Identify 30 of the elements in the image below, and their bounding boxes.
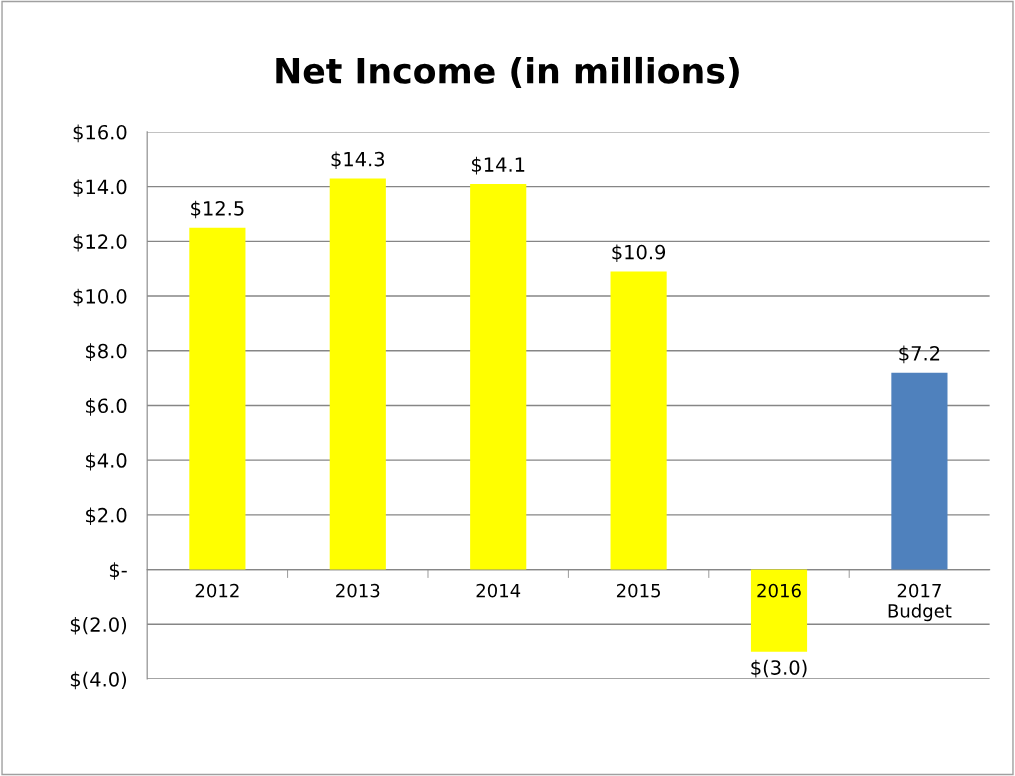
data-label: $12.5 (191, 200, 244, 219)
chart-title: Net Income (in millions) (276, 56, 739, 88)
bar (470, 183, 527, 570)
x-tick-label: 2014 (476, 583, 521, 598)
data-label: $7.2 (899, 345, 940, 364)
y-tick-label: $2.0 (86, 507, 127, 526)
x-tick-label: 2012 (195, 583, 239, 598)
bar (610, 271, 667, 570)
bar (329, 178, 386, 570)
y-tick-label: $14.0 (73, 179, 127, 197)
x-tick-label: 2013 (336, 583, 380, 598)
x-tick-label: 2016 (757, 583, 801, 598)
y-tick-label: $8.0 (86, 343, 127, 361)
data-label: $10.9 (612, 244, 666, 263)
data-label: $14.3 (331, 151, 385, 170)
y-tick-label: $10.0 (73, 288, 127, 307)
y-tick-label: $12.0 (73, 233, 127, 252)
bar (189, 227, 246, 570)
y-tick-label: $(2.0) (70, 616, 127, 635)
data-label: $(3.0) (751, 659, 807, 678)
data-label: $14.1 (471, 156, 525, 175)
y-tick-label: $4.0 (86, 452, 127, 471)
y-tick-label: $6.0 (86, 398, 127, 416)
x-tick-label: 2015 (616, 583, 660, 598)
x-tick-label: 2017 Budget (888, 583, 952, 622)
bar (891, 372, 948, 570)
y-tick-label: $16.0 (73, 124, 127, 143)
bar (750, 569, 808, 652)
y-tick-label: $- (109, 562, 127, 580)
y-tick-label: $(4.0) (70, 671, 127, 690)
